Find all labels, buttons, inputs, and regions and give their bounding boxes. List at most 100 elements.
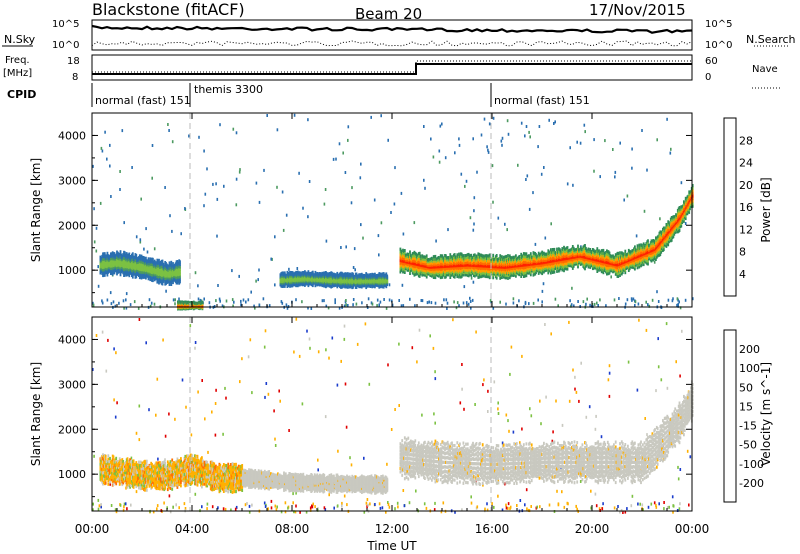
nsky-panel: N.Sky 10^5 10^0 10^5 10^0 N.Search xyxy=(2,19,796,51)
scatter-cell xyxy=(353,247,356,251)
ground-cell xyxy=(577,300,579,303)
scatter-cell xyxy=(492,200,494,204)
band-cell xyxy=(365,272,368,276)
ground-cell xyxy=(570,303,573,307)
scatter-cell xyxy=(610,275,612,279)
scatter-cell xyxy=(626,194,629,198)
ground-cell xyxy=(385,306,388,310)
cpid-segment-2: themis 3300 xyxy=(194,83,263,96)
ground-cell xyxy=(254,306,256,310)
band-cell xyxy=(602,271,605,275)
band-cell xyxy=(170,266,173,270)
band-cell xyxy=(149,260,152,264)
scatter-cell xyxy=(542,282,545,286)
ground-cell xyxy=(679,306,682,310)
ground-cell xyxy=(307,306,309,310)
scatter-cell xyxy=(296,267,299,270)
ground-cell xyxy=(376,304,378,308)
band-cell xyxy=(584,267,586,271)
scatter-cell xyxy=(579,141,582,145)
scatter-cell xyxy=(125,292,128,296)
ground-cell xyxy=(240,303,242,307)
ground-cell xyxy=(657,300,660,303)
band-cell xyxy=(432,255,435,259)
ground-cell xyxy=(672,297,674,301)
band-cell xyxy=(600,270,603,274)
scatter-cell xyxy=(255,181,258,185)
scatter-cell xyxy=(219,123,221,127)
scatter-cell xyxy=(125,298,127,302)
scatter-cell xyxy=(480,133,483,137)
scatter-cell xyxy=(486,145,488,149)
ground-cell xyxy=(112,300,115,304)
scatter-cell xyxy=(351,186,353,190)
cpid-row: CPID normal (fast) 151 themis 3300 norma… xyxy=(7,83,590,107)
band-cell xyxy=(179,262,181,266)
freq-label: Freq. xyxy=(5,55,30,66)
band-cell xyxy=(177,277,180,281)
scatter-cell xyxy=(151,176,153,180)
scatter-cell xyxy=(473,196,476,200)
ground-cell xyxy=(361,301,363,305)
band-cell xyxy=(163,276,166,280)
ground-cell xyxy=(586,297,588,301)
ground-cell xyxy=(512,301,515,305)
band-cell xyxy=(475,254,478,258)
band-cell xyxy=(156,261,159,265)
scatter-cell xyxy=(250,290,252,294)
scatter-cell xyxy=(487,150,490,154)
scatter-cell xyxy=(165,289,167,293)
ground-cell xyxy=(150,301,153,305)
ground-cell xyxy=(684,298,687,302)
scatter-cell xyxy=(235,131,238,135)
scatter-cell xyxy=(473,222,475,226)
ground-cell xyxy=(203,297,205,301)
band-cell xyxy=(634,245,636,249)
band-cell xyxy=(603,268,606,272)
band-cell xyxy=(295,284,298,288)
band-cell xyxy=(177,270,180,274)
band-cell xyxy=(617,274,620,278)
scatter-cell xyxy=(424,186,426,190)
band-cell xyxy=(152,272,155,276)
band-cell xyxy=(291,271,294,275)
band-cell xyxy=(473,253,476,257)
scatter-cell xyxy=(298,171,300,175)
band-cell xyxy=(541,250,544,254)
band-cell xyxy=(128,252,131,256)
band-cell xyxy=(147,277,150,281)
band-cell xyxy=(172,280,174,285)
scatter-cell xyxy=(571,286,573,290)
band-cell xyxy=(608,251,611,255)
band-cell xyxy=(152,268,155,272)
scatter-cell xyxy=(525,125,528,128)
band-cell xyxy=(179,270,181,274)
ground-cell xyxy=(456,301,459,305)
ground-cell xyxy=(347,304,349,307)
band-cell xyxy=(587,247,590,251)
band-cell xyxy=(103,273,106,277)
scatter-cell xyxy=(335,157,337,161)
ground-cell xyxy=(253,304,255,308)
band-cell xyxy=(152,266,155,270)
band-cell xyxy=(170,282,173,286)
scatter-cell xyxy=(184,207,186,210)
scatter-cell xyxy=(302,206,304,210)
scatter-cell xyxy=(239,168,241,172)
band-cell xyxy=(603,251,606,255)
ground-cell xyxy=(469,300,472,303)
band-cell xyxy=(499,276,502,280)
nsky-label: N.Sky xyxy=(4,33,36,46)
ground-cell xyxy=(268,304,271,308)
band-cell xyxy=(159,275,162,279)
band-cell xyxy=(159,265,162,269)
ground-cell xyxy=(122,299,125,303)
band-cell xyxy=(173,267,176,271)
ground-cell xyxy=(465,301,468,305)
band-cell xyxy=(385,272,388,276)
band-cell xyxy=(403,249,406,253)
scatter-cell xyxy=(500,139,503,143)
band-cell xyxy=(572,264,575,268)
band-cell xyxy=(550,248,552,252)
ground-cell xyxy=(585,302,587,306)
